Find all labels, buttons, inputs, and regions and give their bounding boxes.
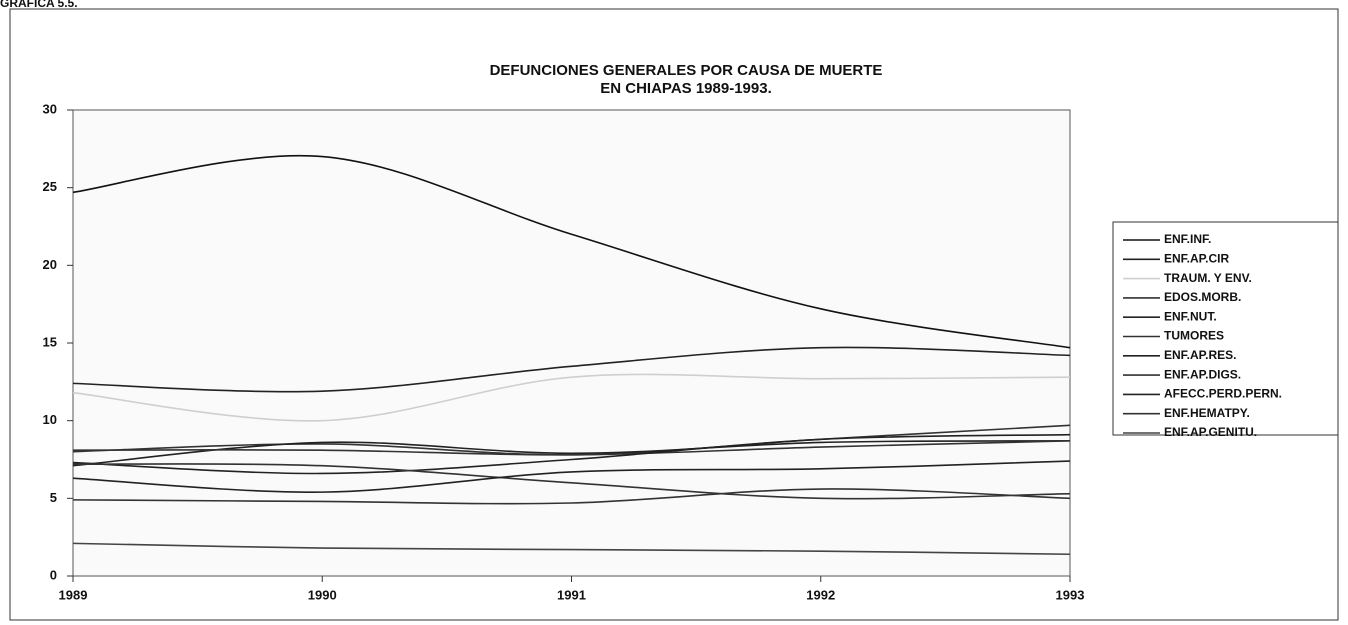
series-line — [72, 542, 1071, 556]
series-line — [72, 440, 1071, 467]
y-tick-label: 10 — [43, 412, 57, 427]
legend-label: EDOS.MORB. — [1164, 290, 1241, 304]
legend-label: ENF.AP.CIR — [1164, 251, 1229, 265]
chart-subtitle: EN CHIAPAS 1989-1993. — [600, 80, 771, 97]
legend-label: ENF.AP.RES. — [1164, 348, 1236, 362]
legend-label: ENF.INF. — [1164, 232, 1211, 246]
series-line — [72, 154, 1071, 349]
y-tick-label: 30 — [43, 101, 57, 116]
legend-label: TUMORES — [1164, 329, 1224, 343]
y-tick-label: 5 — [50, 490, 57, 505]
y-tick-label: 15 — [43, 334, 57, 349]
legend-label: AFECC.PERD.PERN. — [1164, 387, 1282, 401]
x-tick-label: 1989 — [59, 587, 88, 602]
legend-label: ENF.NUT. — [1164, 309, 1217, 323]
plot-area — [72, 109, 1071, 577]
legend — [1112, 221, 1339, 436]
series-line — [72, 433, 1071, 475]
legend-label: ENF.HEMATPY. — [1164, 406, 1250, 420]
legend-label: ENF.AP.GENITU. — [1164, 425, 1257, 439]
series-line — [72, 460, 1071, 493]
legend-label: ENF.AP.DIGS. — [1164, 367, 1241, 381]
y-tick-label: 20 — [43, 257, 57, 272]
x-tick-label: 1991 — [557, 587, 586, 602]
series-line — [72, 488, 1071, 505]
series-line — [72, 346, 1071, 393]
caption: GRAFICA 5.5. — [0, 0, 78, 10]
x-tick-label: 1993 — [1056, 587, 1085, 602]
series-line — [72, 463, 1071, 500]
legend-label: TRAUM. Y ENV. — [1164, 271, 1252, 285]
chart-title: DEFUNCIONES GENERALES POR CAUSA DE MUERT… — [490, 62, 883, 79]
x-tick-label: 1990 — [308, 587, 337, 602]
series-line — [72, 440, 1071, 456]
y-tick-label: 0 — [50, 567, 57, 582]
x-tick-label: 1992 — [806, 587, 835, 602]
y-tick-label: 25 — [43, 179, 57, 194]
series-line — [72, 373, 1071, 422]
